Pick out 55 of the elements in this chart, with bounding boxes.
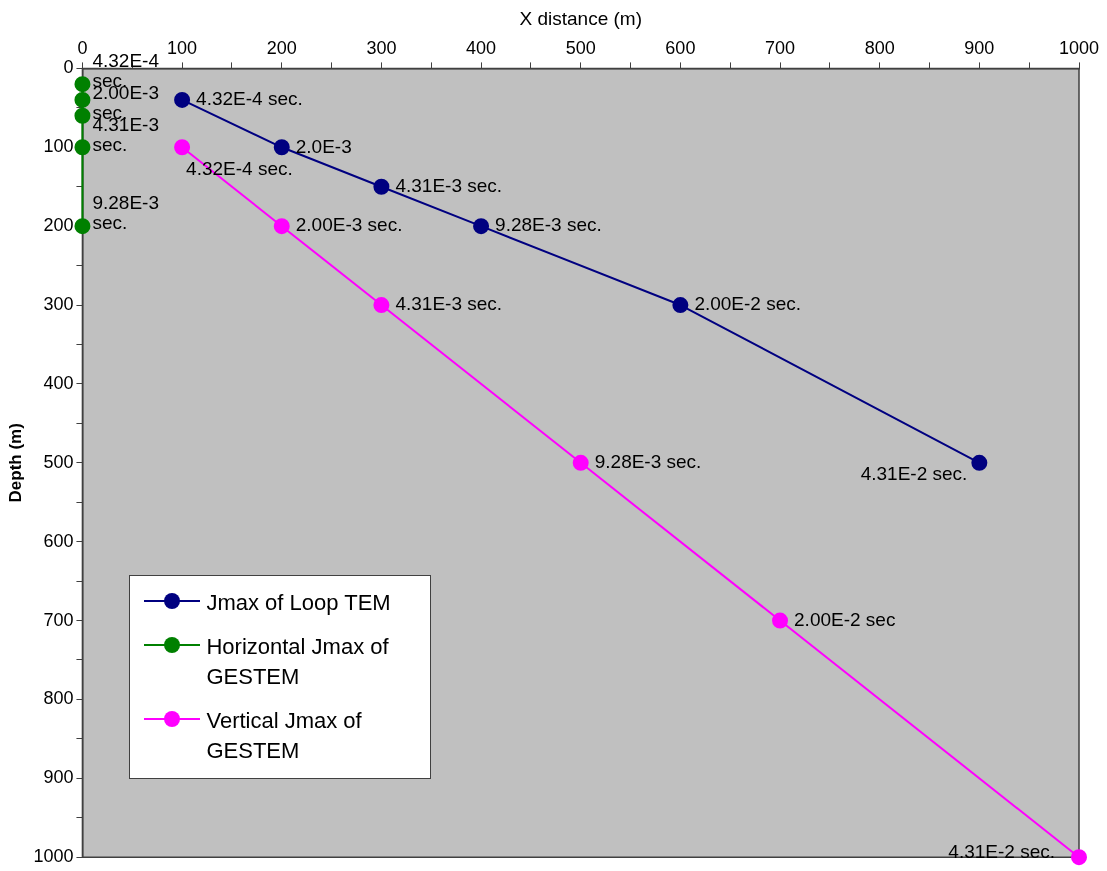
annotation: 4.31E-2 sec.: [860, 463, 968, 485]
y-tick-label: 800: [43, 688, 74, 709]
x-tick-label: 1000: [1058, 37, 1100, 58]
x-tick-label: 400: [466, 37, 497, 58]
point: [1071, 849, 1087, 866]
point: [74, 218, 91, 235]
x-tick-label: 700: [765, 37, 796, 58]
point: [373, 297, 390, 314]
y-tick-label: 100: [43, 136, 74, 157]
point: [672, 297, 689, 314]
y-tick-label: 600: [43, 530, 74, 551]
annotation: 9.28E-3 sec.: [495, 214, 602, 236]
y-tick-label: 300: [43, 294, 74, 315]
y-tick-label: 900: [43, 767, 74, 788]
y-tick-label: 400: [43, 372, 74, 393]
legend-label: Jmax of Loop TEM: [206, 589, 392, 618]
y-tick-label: 0: [63, 57, 74, 78]
point: [74, 139, 91, 156]
point: [273, 218, 290, 235]
annotation: 9.28E-3 sec.: [92, 192, 159, 234]
annotation: 4.32E-4 sec.: [196, 88, 303, 110]
legend-label: Vertical Jmax of GESTEM: [206, 707, 363, 766]
y-tick-label: 1000: [33, 846, 74, 867]
point: [572, 454, 589, 471]
y-tick-label: 700: [43, 609, 74, 630]
x-tick-label: 800: [864, 37, 895, 58]
point: [772, 612, 789, 629]
annotation: 2.00E-2 sec.: [694, 293, 802, 315]
y-tick-label: 200: [43, 215, 74, 236]
point: [473, 218, 490, 235]
point: [74, 76, 91, 93]
point: [373, 178, 390, 195]
point: [74, 107, 91, 124]
point: [971, 454, 988, 471]
annotation: 4.31E-3 sec.: [395, 293, 503, 315]
x-tick-label: 300: [366, 37, 397, 58]
annotation: 2.00E-3 sec.: [295, 214, 403, 236]
x-tick-label: 0: [77, 37, 88, 58]
x-tick-label: 900: [964, 37, 995, 58]
annotation: 4.31E-3 sec.: [395, 174, 503, 196]
y-axis-title: Depth (m): [5, 423, 25, 503]
x-axis-title: X distance (m): [519, 7, 642, 29]
annotation: 2.0E-3: [295, 135, 352, 157]
legend-label: Horizontal Jmax of GESTEM: [206, 633, 390, 692]
point: [74, 91, 91, 108]
x-tick-label: 200: [266, 37, 297, 58]
annotation: 9.28E-3 sec.: [594, 451, 702, 473]
x-tick-label: 100: [167, 37, 198, 58]
annotation: 2.00E-2 sec: [794, 608, 896, 630]
point: [174, 91, 191, 108]
x-tick-label: 500: [565, 37, 596, 58]
point: [174, 139, 191, 156]
y-tick-label: 500: [43, 451, 74, 472]
point: [273, 139, 290, 156]
x-tick-label: 600: [665, 37, 696, 58]
